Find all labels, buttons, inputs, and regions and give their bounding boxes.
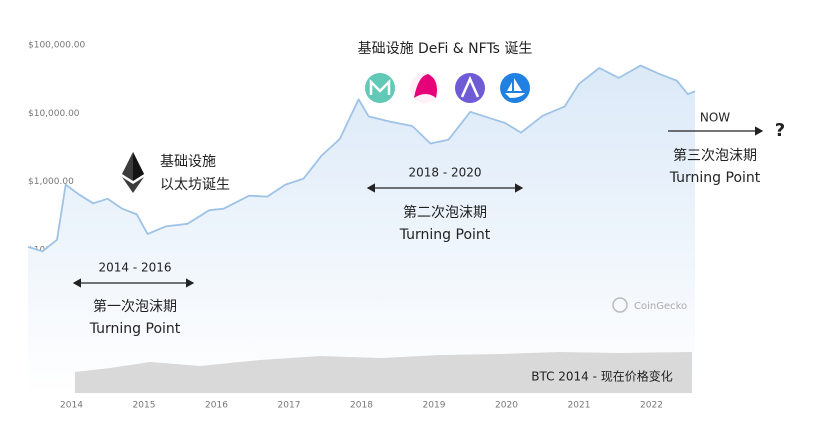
annotation: Turning Point bbox=[89, 321, 181, 337]
x-tick-label: 2020 bbox=[495, 401, 518, 411]
annotation: Turning Point bbox=[399, 227, 491, 243]
annotation: 第三次泡沫期 bbox=[673, 147, 757, 164]
annotation: 2018 - 2020 bbox=[408, 166, 481, 180]
volume-band bbox=[75, 352, 692, 393]
x-tick-label: 2016 bbox=[205, 401, 228, 411]
annotation: 2014 - 2016 bbox=[98, 261, 171, 275]
x-tick-label: 2021 bbox=[568, 401, 591, 411]
annotation: ? bbox=[775, 120, 785, 141]
annotation: 第二次泡沫期 bbox=[403, 204, 487, 221]
x-tick-label: 2019 bbox=[423, 401, 446, 411]
protocol-icons bbox=[365, 73, 530, 103]
x-tick-label: 2015 bbox=[133, 401, 156, 411]
annotation: Turning Point bbox=[669, 170, 761, 186]
y-tick-label: $100,000.00 bbox=[28, 41, 86, 51]
price-area bbox=[28, 65, 695, 395]
eth-icon bbox=[122, 152, 144, 193]
x-tick-label: 2014 bbox=[60, 401, 83, 411]
price-line bbox=[27, 64, 696, 253]
y-tick-label: $10,000.00 bbox=[28, 109, 80, 119]
annotation: CoinGecko bbox=[634, 301, 687, 312]
x-tick-label: 2022 bbox=[640, 401, 663, 411]
x-tick-label: 2018 bbox=[350, 401, 373, 411]
annotation: 基础设施 DeFi & NFTs 诞生 bbox=[358, 40, 533, 57]
plot-area: $10.00$100.00$1,000.00$10,000.00$100,000… bbox=[27, 41, 696, 411]
annotation: 第一次泡沫期 bbox=[93, 298, 177, 315]
annotation: 以太坊诞生 bbox=[160, 177, 230, 193]
annotation: 基础设施 bbox=[160, 153, 216, 170]
x-tick-label: 2017 bbox=[278, 401, 301, 411]
coingecko-logo bbox=[612, 297, 628, 313]
annotation: NOW bbox=[700, 111, 730, 125]
annotation: BTC 2014 - 现在价格变化 bbox=[531, 369, 673, 384]
y-tick-label: $1,000.00 bbox=[28, 177, 74, 187]
